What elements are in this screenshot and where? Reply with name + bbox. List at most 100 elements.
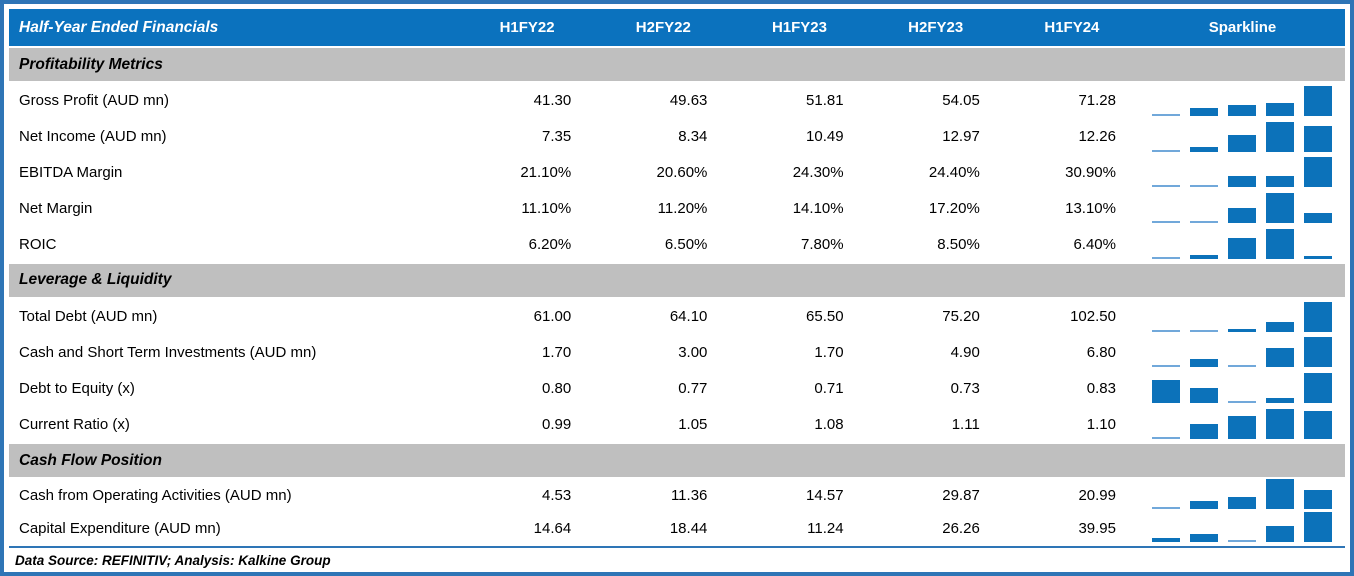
value-cell: 11.10%	[521, 199, 572, 217]
table-row-debt-to-equity-x: Debt to Equity (x) 0.80 0.77 0.71 0.73 0.83	[9, 370, 1345, 406]
sparkline	[1140, 299, 1345, 335]
section-header-leverage-liquidity: Leverage & Liquidity	[9, 263, 1345, 297]
value-cell: 7.80%	[801, 235, 844, 253]
column-header-h1fy22: H1FY22	[499, 19, 555, 36]
value-cell: 54.05	[942, 92, 980, 110]
sparkline-bar	[1265, 228, 1294, 259]
sparkline-bar	[1227, 497, 1256, 510]
sparkline-bar	[1303, 301, 1332, 332]
sparkline-bar	[1227, 104, 1256, 116]
sparkline-bar	[1189, 501, 1218, 510]
sparkline-bar	[1265, 321, 1294, 332]
sparkline-bar	[1227, 401, 1256, 404]
row-label: Gross Profit (AUD mn)	[19, 92, 170, 110]
sparkline-bar	[1265, 398, 1294, 404]
sparkline-bar	[1151, 256, 1180, 259]
row-label: Net Income (AUD mn)	[19, 128, 167, 146]
value-cell: 1.08	[814, 415, 844, 433]
section-header-cash-flow-position: Cash Flow Position	[9, 444, 1345, 478]
sparkline-bar	[1151, 380, 1180, 404]
value-cell: 26.26	[942, 520, 980, 538]
row-label: Cash and Short Term Investments (AUD mn)	[19, 344, 317, 362]
value-cell: 24.40%	[928, 163, 980, 181]
sparkline-bar	[1303, 373, 1332, 404]
sparkline-bar	[1303, 255, 1332, 259]
row-label: Capital Expenditure (AUD mn)	[19, 520, 221, 538]
value-cell: 51.81	[806, 92, 844, 110]
sparkline	[1140, 512, 1345, 545]
value-cell: 0.99	[541, 415, 572, 433]
value-cell: 1.11	[951, 415, 980, 433]
table-row-roic: ROIC 6.20% 6.50% 7.80% 8.50% 6.40%	[9, 226, 1345, 262]
sparkline-bar	[1151, 113, 1180, 116]
row-label: Net Margin	[19, 199, 93, 217]
table-row-net-income-aud-mn: Net Income (AUD mn) 7.35 8.34 10.49 12.97 12.…	[9, 119, 1345, 155]
value-cell: 4.90	[950, 344, 980, 362]
table-row-ebitda-margin: EBITDA Margin 21.10% 20.60% 24.30% 24.40% 30.…	[9, 155, 1345, 191]
sparkline-bar	[1189, 185, 1218, 188]
row-label: Cash from Operating Activities (AUD mn)	[19, 487, 292, 505]
value-cell: 41.30	[533, 92, 572, 110]
sparkline-bar	[1189, 254, 1218, 259]
sparkline-bar	[1227, 134, 1256, 152]
sparkline-bar	[1189, 359, 1218, 368]
sparkline-bar	[1303, 125, 1332, 152]
sparkline-bar	[1189, 146, 1218, 152]
sparkline	[1140, 190, 1345, 226]
value-cell: 24.30%	[792, 163, 844, 181]
sparkline-bar	[1189, 329, 1218, 332]
sparkline-bar	[1265, 479, 1294, 510]
value-cell: 39.95	[1078, 520, 1116, 538]
sparkline-bar	[1189, 424, 1218, 440]
sparkline	[1140, 226, 1345, 262]
sparkline-bar	[1303, 411, 1332, 440]
sparkline-bar	[1227, 365, 1256, 368]
table-header-row: Half-Year Ended Financials H1FY22 H2FY22 H…	[9, 9, 1345, 46]
sparkline	[1140, 370, 1345, 406]
sparkline-bar	[1189, 107, 1218, 116]
value-cell: 0.77	[678, 379, 708, 397]
sparkline-bar	[1303, 512, 1332, 543]
column-header-h1fy24: H1FY24	[1044, 19, 1100, 36]
sparkline-bar	[1227, 176, 1256, 188]
value-cell: 102.50	[1070, 308, 1116, 326]
sparkline-bar	[1227, 540, 1256, 543]
sparkline-bar	[1151, 149, 1180, 152]
value-cell: 64.10	[669, 308, 708, 326]
row-label: Current Ratio (x)	[19, 415, 130, 433]
sparkline	[1140, 406, 1345, 442]
value-cell: 3.00	[678, 344, 708, 362]
sparkline	[1140, 155, 1345, 191]
value-cell: 14.57	[806, 487, 844, 505]
sparkline-bar	[1265, 526, 1294, 543]
value-cell: 30.90%	[1065, 163, 1116, 181]
sparkline-bar	[1265, 409, 1294, 440]
sparkline	[1140, 119, 1345, 155]
value-cell: 20.60%	[656, 163, 708, 181]
value-cell: 12.97	[942, 128, 980, 146]
value-cell: 49.63	[669, 92, 708, 110]
sparkline-column-header: Sparkline	[1208, 19, 1277, 36]
value-cell: 0.80	[541, 379, 572, 397]
table-row-current-ratio-x: Current Ratio (x) 0.99 1.05 1.08 1.11 1.10	[9, 406, 1345, 442]
sparkline-bar	[1303, 213, 1332, 224]
sparkline-bar	[1227, 237, 1256, 259]
sparkline-bar	[1151, 507, 1180, 510]
value-cell: 18.44	[669, 520, 708, 538]
value-cell: 14.64	[533, 520, 572, 538]
value-cell: 21.10%	[520, 163, 572, 181]
sparkline-bar	[1227, 208, 1256, 224]
value-cell: 13.10%	[1065, 199, 1116, 217]
value-cell: 8.50%	[937, 235, 980, 253]
sparkline-bar	[1227, 416, 1256, 440]
sparkline-bar	[1265, 193, 1294, 224]
sparkline-bar	[1303, 85, 1332, 116]
value-cell: 6.80	[1086, 344, 1116, 362]
sparkline-bar	[1303, 490, 1332, 510]
sparkline-bar	[1151, 221, 1180, 224]
value-cell: 0.73	[950, 379, 980, 397]
value-cell: 4.53	[541, 487, 572, 505]
sparkline-bar	[1151, 329, 1180, 332]
sparkline-bar	[1151, 538, 1180, 543]
